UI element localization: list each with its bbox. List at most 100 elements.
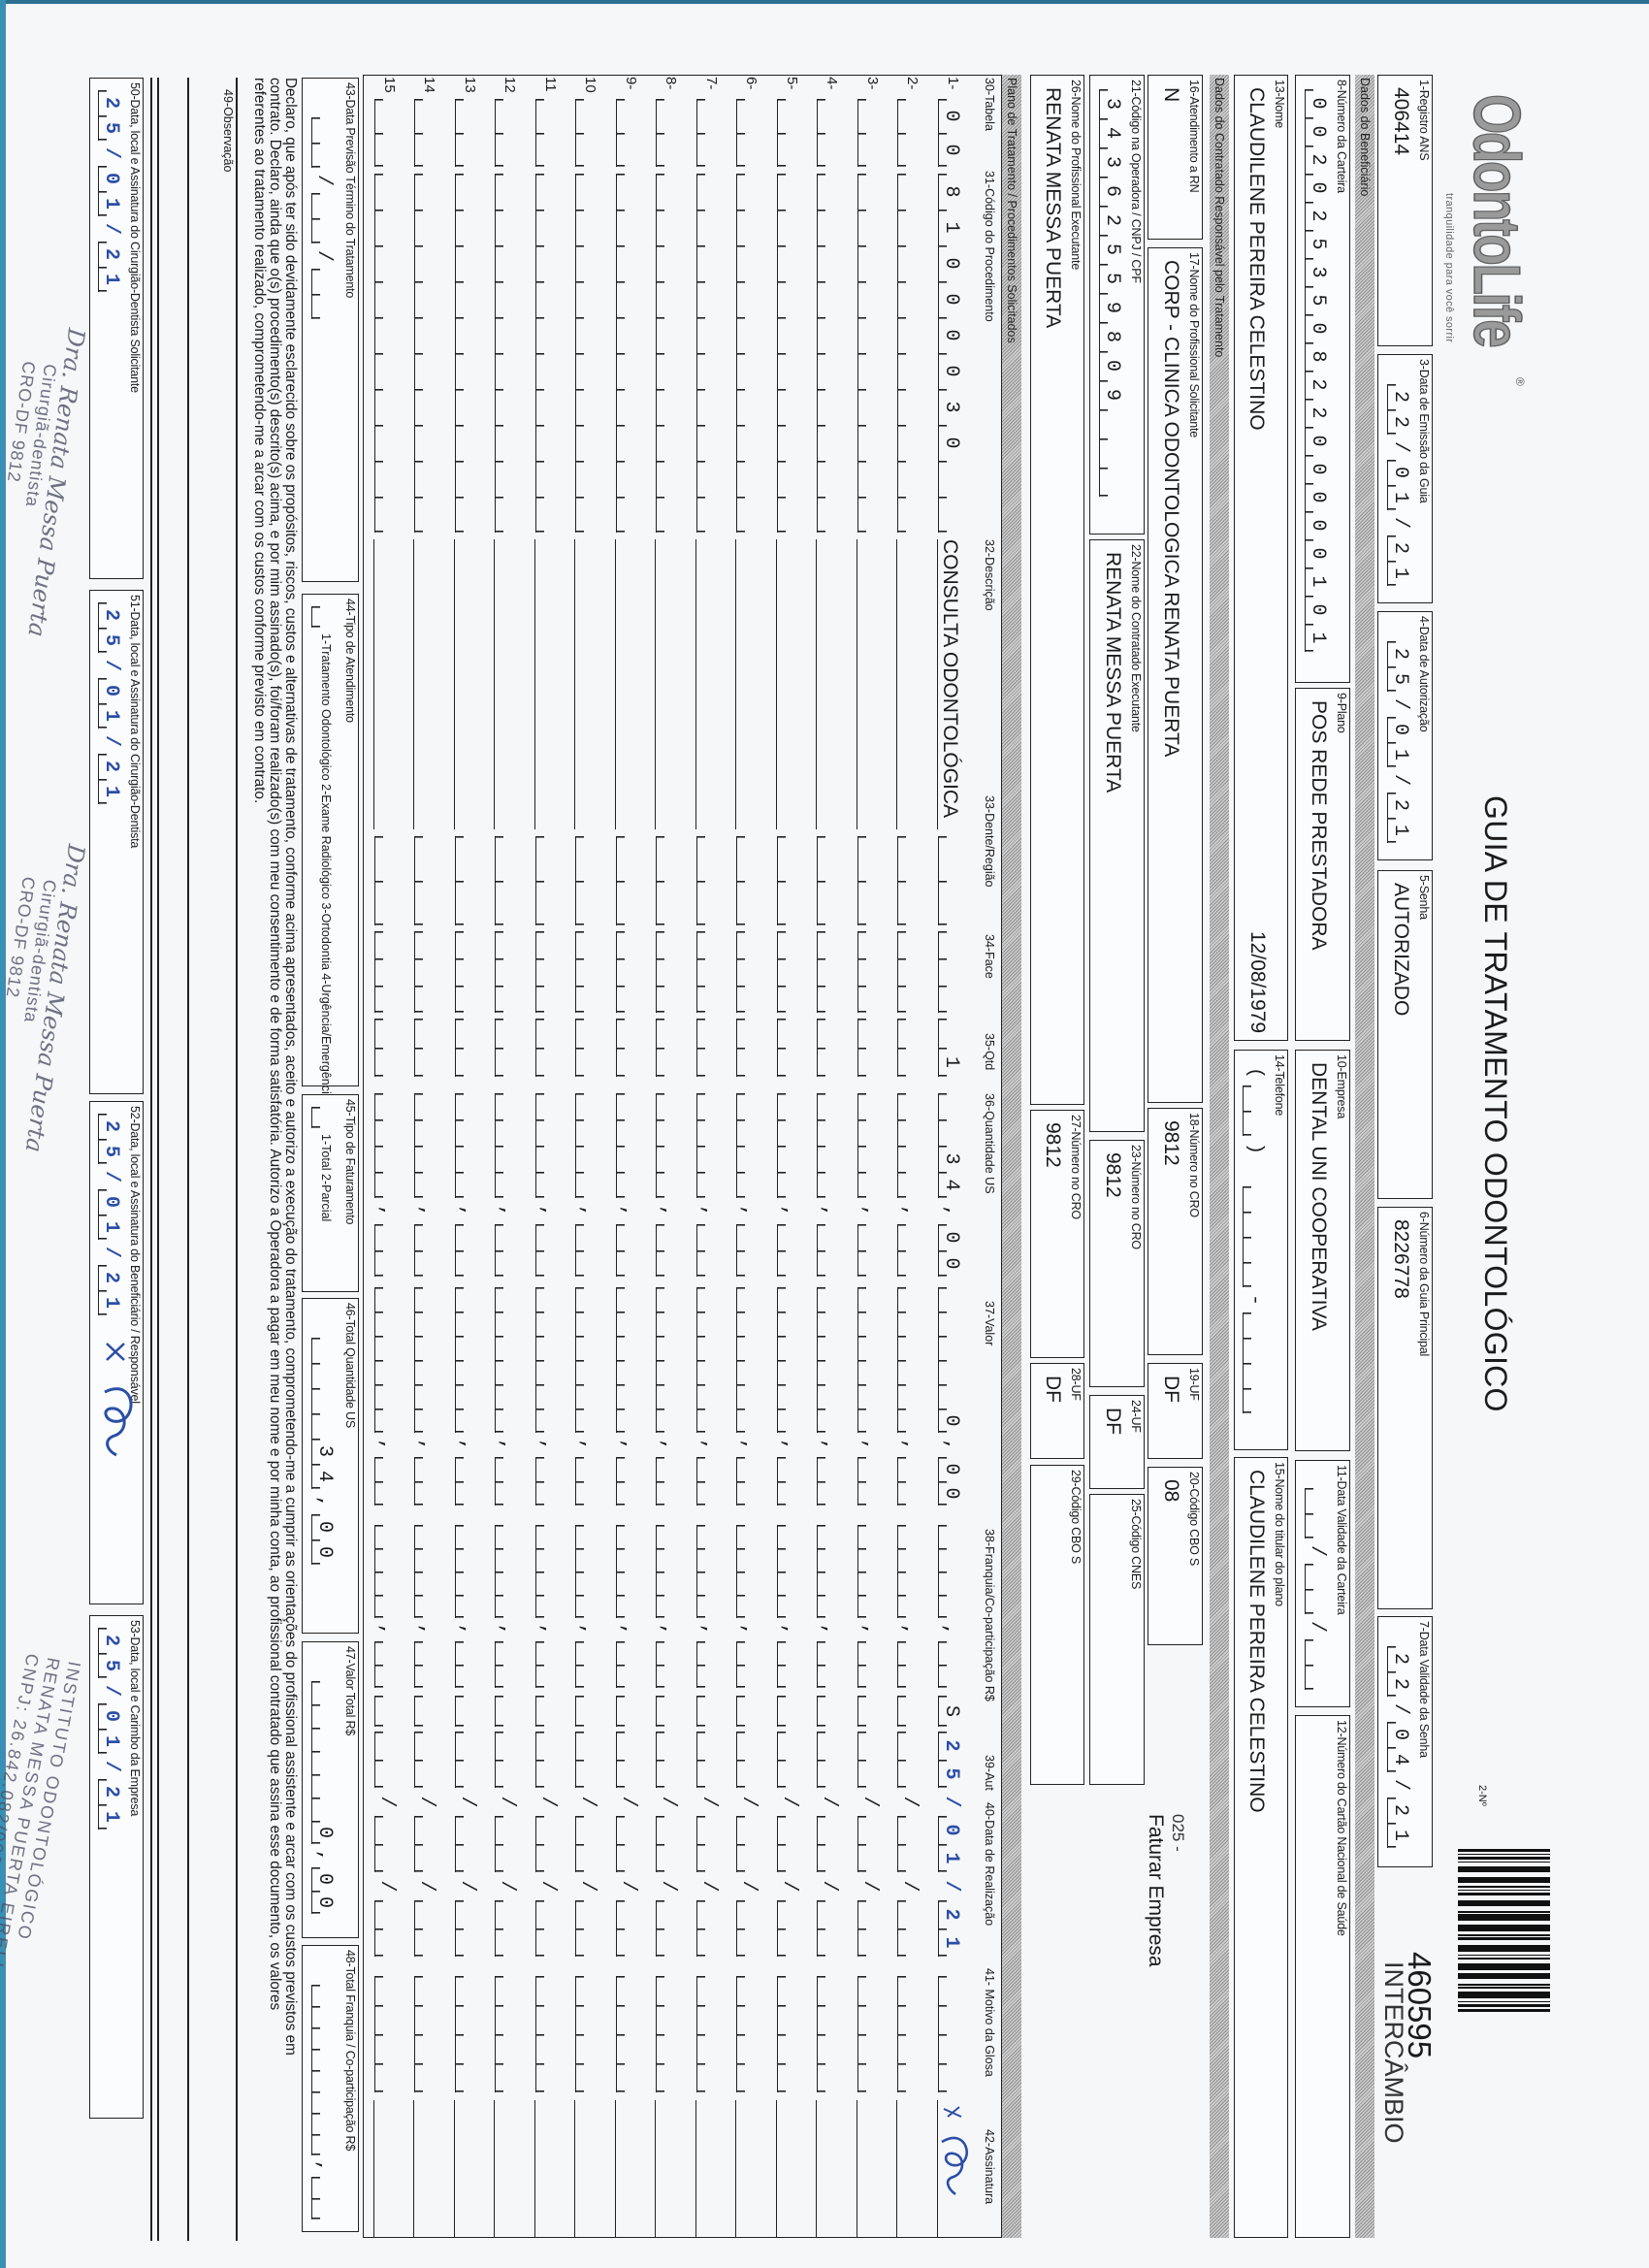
char-box-field[interactable]	[736, 1019, 760, 1077]
char-box-field[interactable]: () -	[1243, 1060, 1266, 1413]
field-value[interactable]: POS REDE PRESTADORA	[1308, 700, 1330, 951]
char-box-field[interactable]	[414, 174, 438, 533]
char-box-field[interactable]: ,	[495, 1287, 519, 1506]
field-value[interactable]: RENATA MESSA PUERTA	[1102, 552, 1124, 794]
cell-descricao[interactable]	[574, 539, 599, 829]
char-box-field[interactable]	[535, 174, 559, 533]
cell-assinatura[interactable]	[454, 2100, 478, 2237]
cell-assinatura[interactable]	[896, 2100, 922, 2237]
field-value[interactable]: CLAUDILENE PEREIRA CELESTINO	[1245, 87, 1268, 431]
cell-descricao[interactable]	[615, 539, 639, 829]
char-box-field[interactable]	[938, 931, 961, 1013]
char-box-field[interactable]	[857, 1019, 881, 1077]
char-box-field[interactable]: ,	[414, 1287, 438, 1506]
char-box-field[interactable]	[938, 1976, 961, 2092]
char-box-field[interactable]	[575, 1019, 599, 1077]
cell-descricao[interactable]	[695, 539, 720, 829]
char-box-field[interactable]	[817, 99, 841, 167]
char-box-field[interactable]: ,	[857, 1287, 881, 1506]
field-value[interactable]: N	[1160, 87, 1182, 103]
cell-assinatura[interactable]	[735, 2100, 760, 2237]
char-box-field[interactable]: ,	[656, 1525, 680, 1688]
char-box-field[interactable]	[535, 99, 559, 167]
char-box-field[interactable]	[455, 1976, 478, 2092]
char-box-field[interactable]: ,	[535, 1287, 559, 1506]
char-box-field[interactable]	[414, 1976, 438, 2092]
char-box-field[interactable]: ,	[857, 1525, 881, 1688]
char-box-field[interactable]: ,	[696, 1287, 720, 1506]
char-box-field[interactable]	[495, 1696, 519, 1727]
char-box-field[interactable]	[374, 836, 398, 925]
char-box-field[interactable]	[656, 1976, 680, 2092]
char-box-field[interactable]: ,	[495, 1525, 519, 1688]
char-box-field[interactable]: 22/04/21	[1387, 1646, 1411, 1855]
char-box-field[interactable]	[777, 174, 800, 533]
char-box-field[interactable]: 81000030	[938, 174, 962, 533]
char-box-field[interactable]: ,	[777, 1287, 800, 1506]
char-box-field[interactable]: 34,00	[938, 1093, 962, 1284]
char-box-field[interactable]: ,	[656, 1287, 680, 1506]
char-box-field[interactable]	[414, 1696, 438, 1727]
cell-assinatura[interactable]	[857, 2100, 881, 2237]
char-box-field[interactable]: ,	[616, 1525, 639, 1688]
char-box-field[interactable]: ,	[495, 1093, 519, 1277]
cell-descricao[interactable]	[534, 539, 559, 829]
field-value[interactable]: DF	[1102, 1408, 1124, 1435]
char-box-field[interactable]	[535, 1696, 559, 1727]
char-box-field[interactable]: 1	[938, 1019, 962, 1085]
field-value[interactable]: DENTAL UNI COOPERATIVA	[1308, 1062, 1330, 1331]
char-box-field[interactable]	[455, 99, 478, 167]
char-box-field[interactable]	[736, 836, 760, 925]
cell-descricao[interactable]	[735, 539, 760, 829]
char-box-field[interactable]	[495, 836, 519, 925]
char-box-field[interactable]: 22/01/21	[1387, 384, 1411, 593]
char-box-field[interactable]	[696, 1696, 720, 1727]
char-box-field[interactable]: ,	[857, 1093, 881, 1277]
char-box-field[interactable]	[616, 836, 639, 925]
char-box-field[interactable]	[374, 1696, 398, 1727]
char-box-field[interactable]: 00	[938, 99, 962, 178]
char-box-field[interactable]: 25/01/21	[98, 602, 122, 811]
char-box-field[interactable]	[857, 1976, 881, 2092]
char-box-field[interactable]: / /	[897, 1732, 922, 1957]
char-box-field[interactable]	[656, 174, 680, 533]
char-box-field[interactable]	[616, 99, 639, 167]
char-box-field[interactable]	[696, 174, 720, 533]
cell-descricao[interactable]	[373, 539, 398, 829]
char-box-field[interactable]	[817, 836, 841, 925]
char-box-field[interactable]	[656, 1019, 680, 1077]
char-box-field[interactable]: ,	[817, 1525, 841, 1688]
char-box-field[interactable]	[897, 1696, 922, 1727]
char-box-field[interactable]	[575, 931, 599, 1013]
char-box-field[interactable]	[736, 931, 760, 1013]
char-box-field[interactable]: / /	[1305, 1488, 1328, 1690]
char-box-field[interactable]	[616, 931, 639, 1013]
char-box-field[interactable]	[656, 1696, 680, 1727]
char-box-field[interactable]	[897, 931, 922, 1013]
char-box-field[interactable]: ,	[374, 1287, 398, 1506]
char-box-field[interactable]	[414, 931, 438, 1013]
char-box-field[interactable]: ,	[736, 1525, 760, 1688]
char-box-field[interactable]	[897, 836, 922, 925]
char-box-field[interactable]	[455, 174, 478, 533]
cell-assinatura[interactable]	[776, 2100, 800, 2237]
char-box-field[interactable]	[414, 836, 438, 925]
char-box-field[interactable]: ,	[455, 1093, 478, 1277]
char-box-field[interactable]	[857, 1696, 881, 1727]
char-box-field[interactable]: / /	[414, 1732, 438, 1957]
field-value[interactable]: 406414	[1390, 87, 1412, 156]
char-box-field[interactable]	[495, 1976, 519, 2092]
char-box-field[interactable]: ,	[938, 1525, 961, 1688]
char-box-field[interactable]	[736, 99, 760, 167]
char-box-field[interactable]: ,	[374, 1525, 398, 1688]
char-box-field[interactable]	[374, 99, 398, 167]
char-box-field[interactable]: ,	[535, 1525, 559, 1688]
char-box-field[interactable]: / /	[696, 1732, 720, 1957]
cell-descricao[interactable]	[494, 539, 519, 829]
char-box-field[interactable]	[656, 931, 680, 1013]
char-box-field[interactable]	[817, 1696, 841, 1727]
char-box-field[interactable]: 25/01/21	[1387, 641, 1411, 850]
char-box-field[interactable]: ,	[535, 1093, 559, 1277]
char-box-field[interactable]: ,	[575, 1525, 599, 1688]
field-value[interactable]: CORP - CLINICA ODONTOLOGICA RENATA PUERT…	[1160, 260, 1182, 758]
